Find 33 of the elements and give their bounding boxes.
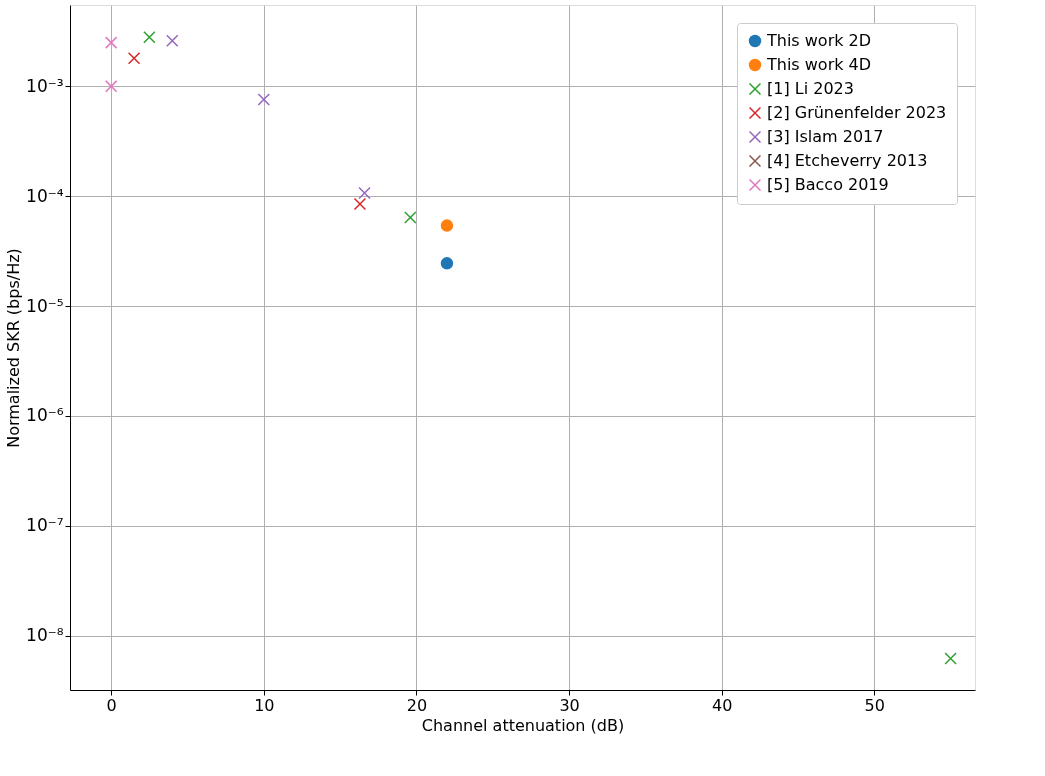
- x-tick-label: 50: [864, 695, 885, 715]
- legend-label: This work 4D: [766, 55, 872, 74]
- x-tick-label: 20: [406, 695, 428, 715]
- point: [166, 34, 179, 47]
- point: [127, 52, 141, 65]
- point: [944, 652, 957, 665]
- y-axis-title: Normalized SKR (bps/Hz): [4, 248, 24, 448]
- legend-label: This work 2D: [766, 31, 872, 50]
- y-tick-label: 10⁻³: [26, 75, 64, 96]
- point: [440, 219, 454, 232]
- x-tick-label: 40: [711, 695, 733, 715]
- point: [143, 30, 156, 44]
- point: [104, 36, 118, 49]
- legend-label: [3] Islam 2017: [767, 127, 884, 146]
- x-tick-label: 30: [559, 695, 580, 715]
- point: [257, 93, 271, 106]
- y-tick-label: 10⁻⁴: [26, 185, 64, 206]
- legend-label: [2] Grünenfelder 2023: [767, 103, 947, 122]
- point: [353, 197, 367, 211]
- point: [404, 211, 417, 224]
- legend-label: [1] Li 2023: [767, 79, 854, 98]
- y-tick-label: 10⁻⁵: [26, 295, 64, 316]
- legend-label: [4] Etcheverry 2013: [767, 151, 928, 170]
- x-tick-label: 10: [254, 695, 275, 715]
- point: [358, 186, 371, 200]
- y-tick-label: 10⁻⁶: [26, 405, 64, 426]
- y-tick-label: 10⁻⁷: [26, 515, 64, 536]
- y-tick-label: 10⁻⁸: [26, 625, 64, 646]
- legend-label: [5] Bacco 2019: [767, 175, 889, 194]
- point: [104, 80, 118, 93]
- x-tick-label: 0: [106, 695, 117, 715]
- point: [440, 257, 454, 270]
- x-axis-title: Channel attenuation (dB): [421, 715, 625, 735]
